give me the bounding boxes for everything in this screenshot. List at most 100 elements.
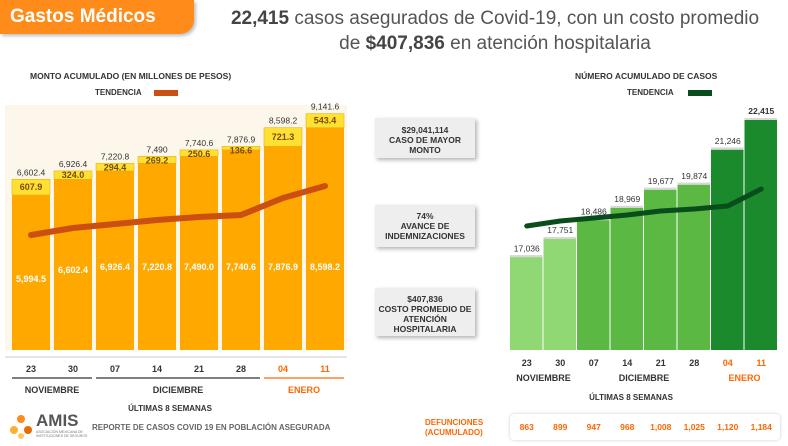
month-group-label: ENERO — [728, 373, 760, 383]
headline-line-1-text: casos asegurados de Covid-19, con un cos… — [289, 8, 760, 29]
x-tick-label: 28 — [689, 358, 699, 368]
headline-line-1: 22,415 casos asegurados de Covid-19, con… — [210, 6, 780, 31]
case-bar-cap — [711, 147, 744, 150]
case-bar-label: 22,415 — [748, 106, 774, 116]
case-bar-cap — [744, 118, 777, 120]
bar-base — [264, 146, 302, 350]
bar-increment-label: 607.9 — [20, 182, 43, 192]
section-badge-label: Gastos Médicos — [10, 6, 156, 27]
bar-total-label: 6,926.4 — [59, 159, 88, 169]
headline-line-2-prefix: de — [339, 33, 366, 54]
info-box-avg-cost: $407,836 COSTO PROMEDIO DE ATENCIÓN HOSP… — [375, 288, 475, 336]
defunciones-value: 1,120 — [717, 422, 739, 432]
bar-base — [306, 127, 344, 350]
bar-base-label: 7,740.6 — [226, 262, 256, 272]
x-tick-label: 04 — [723, 358, 733, 368]
headline-amount: $407,836 — [365, 33, 445, 54]
left-chart-title: MONTO ACUMULADO (EN MILLONES DE PESOS) — [30, 71, 232, 81]
bar-increment-label: 543.4 — [314, 116, 337, 126]
case-bar-label: 17,751 — [547, 225, 573, 235]
right-legend-swatch — [688, 90, 712, 96]
bar-base-label: 6,926.4 — [100, 262, 130, 272]
defunciones-value: 1,008 — [650, 422, 672, 432]
right-legend-label: TENDENCIA — [627, 88, 674, 97]
month-group-label: NOVIEMBRE — [516, 373, 571, 383]
case-bar-cap — [510, 255, 543, 258]
info-box-indemnities-text: AVANCE DE INDEMNIZACIONES — [385, 221, 465, 241]
bar-total-label: 7,220.8 — [101, 151, 130, 161]
bar-total-label: 7,876.9 — [227, 134, 256, 144]
bar-base-label: 8,598.2 — [310, 262, 340, 272]
bar-increment — [179, 149, 219, 157]
left-legend-label: TENDENCIA — [95, 88, 142, 97]
info-box-indemnities-value: 74% — [416, 211, 434, 221]
case-bar — [610, 205, 643, 350]
amis-logo-text: AMIS — [36, 411, 79, 430]
case-bar-cap — [543, 237, 576, 240]
case-bar — [644, 187, 677, 350]
case-bar — [577, 218, 610, 350]
amis-logo — [8, 413, 34, 444]
case-bar — [711, 147, 744, 350]
x-axis-label: ÚLTIMAS 8 SEMANAS — [128, 404, 213, 413]
case-bar-label: 19,677 — [648, 176, 674, 186]
bar-increment — [137, 156, 177, 164]
bar-total-label: 8,598.2 — [269, 116, 298, 126]
month-group-label: DICIEMBRE — [153, 385, 204, 395]
case-bar — [543, 237, 576, 350]
month-group-label: NOVIEMBRE — [25, 385, 80, 395]
right-chart-title: NÚMERO ACUMULADO DE CASOS — [575, 71, 718, 81]
info-box-max-case-value: $29,041,114 — [401, 125, 449, 135]
defunciones-value: 863 — [519, 422, 534, 432]
bar-increment-label: 269.2 — [146, 155, 169, 165]
x-axis-label: ÚLTIMAS 8 SEMANAS — [589, 393, 674, 402]
bar-total-label: 7,490 — [146, 144, 168, 154]
case-bar-label: 17,036 — [514, 243, 540, 253]
x-tick-label: 23 — [26, 364, 36, 374]
x-tick-label: 28 — [236, 364, 246, 374]
x-tick-label: 14 — [622, 358, 632, 368]
bar-base — [96, 170, 134, 350]
bar-increment-label: 324.0 — [62, 170, 85, 180]
defunciones-row: 863 899 947 968 1,008 1,025 1,120 1,184 — [510, 414, 780, 440]
right-chart: 17,036 23 17,751 30 18,486 07 18,969 14 19,677 21… — [510, 106, 777, 402]
case-bar-label: 18,486 — [581, 206, 607, 216]
bar-base-label: 6,602.4 — [58, 265, 88, 275]
x-tick-label: 11 — [320, 364, 330, 374]
trend-line — [524, 186, 764, 229]
bar-base — [54, 179, 92, 350]
month-group-label: DICIEMBRE — [619, 373, 670, 383]
x-tick-label: 21 — [194, 364, 204, 374]
bar-increment — [95, 163, 135, 172]
bar-base — [180, 156, 218, 350]
bar-increment — [11, 179, 51, 196]
bar-increment-label: 250.6 — [188, 149, 211, 159]
bar-increment — [263, 127, 303, 147]
headline-line-2-text: en atención hospitalaria — [444, 33, 651, 54]
case-bar-cap — [644, 187, 677, 190]
bar-base-label: 7,876.9 — [268, 262, 298, 272]
left-legend-swatch — [154, 90, 178, 96]
x-tick-label: 07 — [589, 358, 599, 368]
bar-base — [138, 163, 176, 350]
defunciones-value: 1,025 — [683, 422, 705, 432]
x-tick-label: 07 — [110, 364, 120, 374]
info-box-indemnities: 74% AVANCE DE INDEMNIZACIONES — [375, 205, 475, 247]
bar-base — [12, 195, 50, 350]
defunciones-value: 899 — [553, 422, 568, 432]
bar-base-label: 5,994.5 — [16, 274, 46, 284]
info-box-max-case-text: CASO DE MAYOR MONTO — [389, 135, 461, 155]
trend-line — [28, 183, 328, 238]
case-bar — [744, 118, 777, 350]
bar-increment — [221, 146, 261, 151]
bar-base-label: 7,490.0 — [184, 262, 214, 272]
info-box-avg-cost-text: COSTO PROMEDIO DE ATENCIÓN HOSPITALARIA — [378, 304, 472, 334]
case-bar-label: 19,874 — [681, 171, 707, 181]
amis-logo-mark-icon — [10, 415, 32, 439]
bar-increment — [305, 113, 345, 128]
amis-logo-subtitle: ASOCIACIÓN MEXICANA DE INSTITUCIONES DE … — [36, 430, 88, 438]
case-bar-cap — [610, 205, 643, 208]
bar-base-label: 7,220.8 — [142, 262, 172, 272]
bar-total-label: 7,740.6 — [185, 138, 214, 148]
bar-base — [222, 149, 260, 350]
